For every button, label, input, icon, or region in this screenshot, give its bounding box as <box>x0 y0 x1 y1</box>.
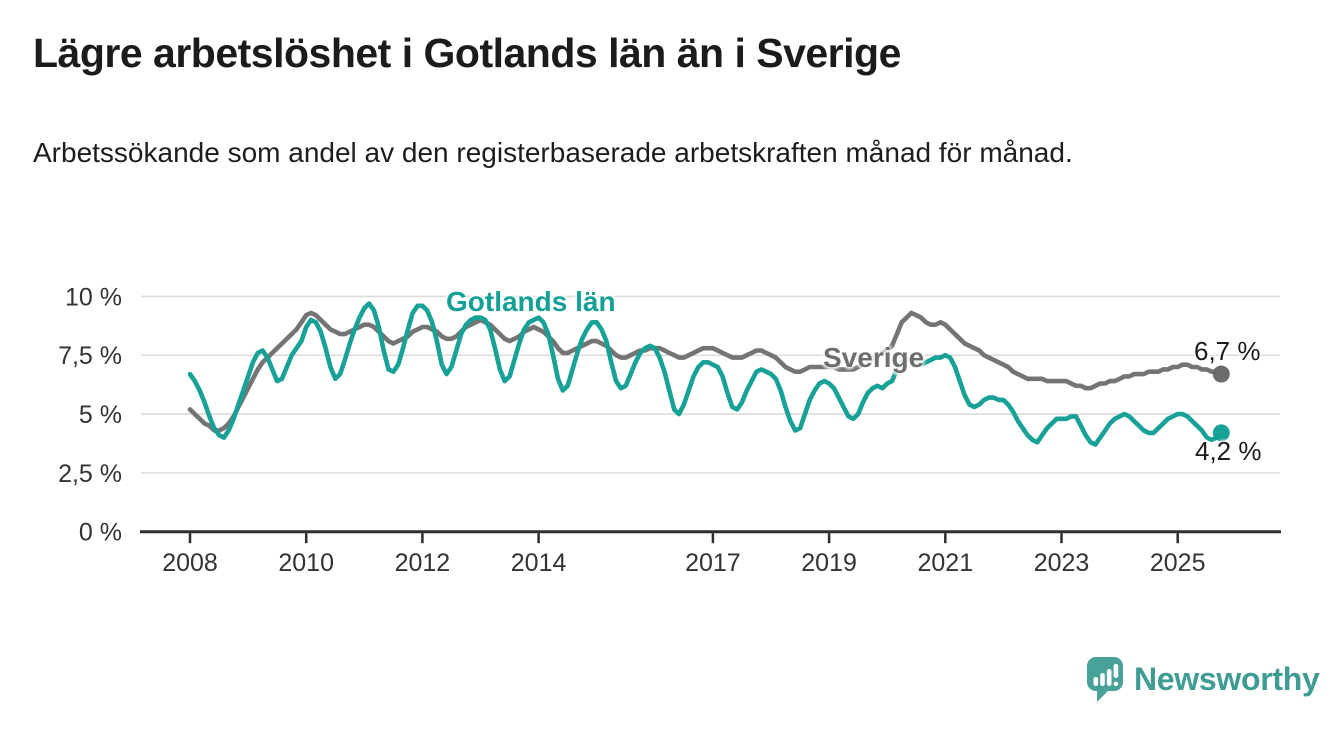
x-axis-tick-label: 2012 <box>395 549 451 577</box>
series-label-sverige: Sverige <box>823 342 925 373</box>
x-axis-tick-label: 2010 <box>278 549 334 577</box>
x-axis-tick-label: 2025 <box>1150 549 1206 577</box>
series-line-gotlands-l-n <box>187 301 1224 447</box>
newsworthy-logo[interactable]: Newsworthy <box>1086 656 1320 703</box>
series-line-sverige <box>187 310 1224 433</box>
x-axis-tick-label: 2019 <box>801 549 857 577</box>
x-axis-tick-label: 2023 <box>1034 549 1090 577</box>
x-axis-tick-label: 2008 <box>162 549 218 577</box>
x-axis-tick-label: 2014 <box>511 549 567 577</box>
end-dot-sverige <box>1212 365 1230 383</box>
x-axis-tick-label: 2017 <box>685 549 741 577</box>
page-title: Lägre arbetslöshet i Gotlands län än i S… <box>33 30 901 76</box>
speech-bubble-chart-icon <box>1087 657 1123 702</box>
y-axis-tick-label: 7,5 % <box>58 342 122 370</box>
x-axis-tick-label: 2021 <box>917 549 973 577</box>
y-axis-tick-label: 5 % <box>79 401 122 429</box>
y-axis-tick-label: 0 % <box>79 519 122 547</box>
end-value-label-gotlands-lan: 4,2 % <box>1195 436 1262 466</box>
end-dot-gotlands-l-n <box>1212 424 1230 442</box>
page-subtitle: Arbetssökande som andel av den registerb… <box>33 137 1073 168</box>
newsworthy-wordmark: Newsworthy <box>1134 661 1320 697</box>
y-axis-tick-label: 2,5 % <box>58 460 122 488</box>
series-label-gotlands-lan: Gotlands län <box>446 286 616 317</box>
end-value-label-sverige: 6,7 % <box>1194 336 1261 366</box>
y-axis-tick-label: 10 % <box>65 283 122 311</box>
